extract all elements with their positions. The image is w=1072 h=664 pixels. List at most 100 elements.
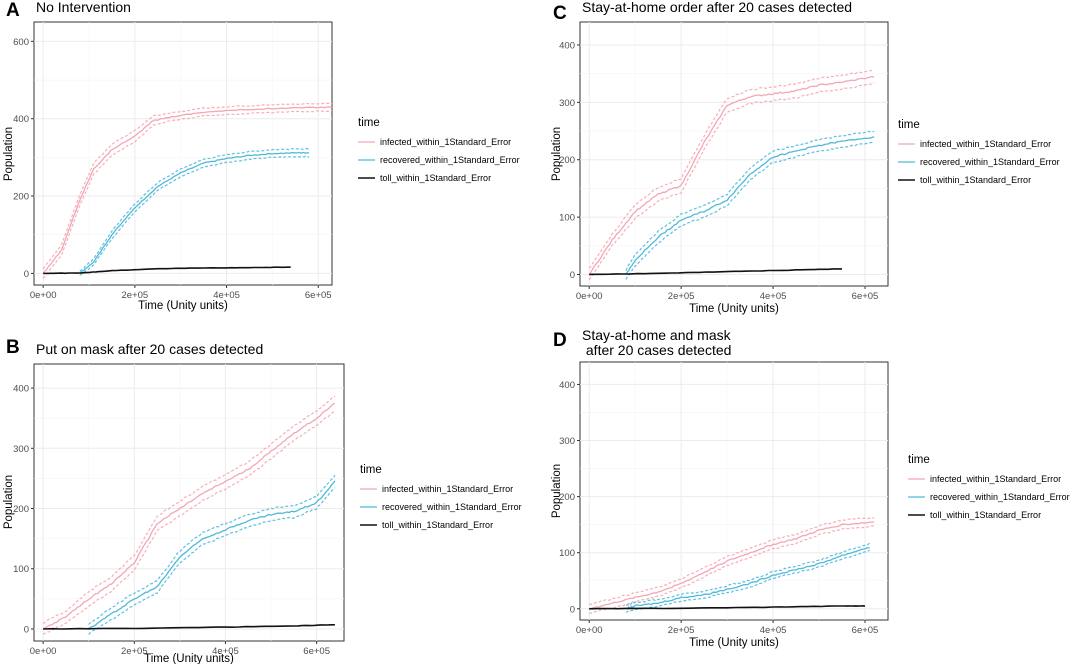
series-line-toll_within_1Standard_Error <box>589 268 842 276</box>
legend-label: infected_within_1Standard_Error <box>930 474 1061 484</box>
series-upper-se-line <box>79 147 310 272</box>
series-line-infected_within_1Standard_Error <box>588 75 875 276</box>
series-line-infected_within_1Standard_Error <box>42 106 333 275</box>
y-tick-label: 300 <box>13 444 29 455</box>
series-layer <box>589 517 875 614</box>
panel-c: C Stay-at-home order after 20 cases dete… <box>551 0 1060 315</box>
y-tick-label: 100 <box>559 548 575 559</box>
x-tick-label: 4e+05 <box>212 646 239 657</box>
legend-label: infected_within_1Standard_Error <box>920 139 1051 149</box>
series-lower-se-line <box>625 549 870 613</box>
panel-letter: D <box>553 330 567 351</box>
series-upper-se-line <box>589 517 875 605</box>
panel-a: A No Intervention 0e+00 2e+05 4e+05 6e+05 0 2… <box>3 0 520 312</box>
panel-title-line: after 20 cases detected <box>582 342 731 358</box>
legend-title: time <box>358 117 380 129</box>
y-tick-label: 400 <box>13 114 29 125</box>
series-lower-se-line <box>79 155 310 276</box>
legend-label: toll_within_1Standard_Error <box>382 520 493 530</box>
x-tick-label: 0e+00 <box>30 290 57 301</box>
series-upper-se-line <box>625 130 875 271</box>
series-upper-se-line <box>588 69 875 269</box>
y-tick-label: 300 <box>559 98 575 109</box>
y-tick-label: 200 <box>559 492 575 503</box>
legend-label: infected_within_1Standard_Error <box>382 484 513 494</box>
series-upper-se-line <box>625 542 870 606</box>
series-lower-se-line <box>625 141 875 280</box>
series-layer <box>42 102 333 279</box>
grid <box>580 362 888 620</box>
series-line-infected_within_1Standard_Error <box>589 521 875 610</box>
x-tick-label: 0e+00 <box>30 646 57 657</box>
y-tick-label: 0 <box>570 604 575 615</box>
legend-label: toll_within_1Standard_Error <box>380 173 491 183</box>
series-line-toll_within_1Standard_Error <box>43 624 335 630</box>
series-line-recovered_within_1Standard_Error <box>625 546 870 610</box>
series-layer <box>588 69 875 281</box>
x-axis-title: Time (Unity units) <box>689 637 779 649</box>
x-tick-label: 6e+05 <box>852 291 879 302</box>
series-lower-se-line <box>42 110 333 279</box>
y-tick-label: 200 <box>13 192 29 203</box>
x-tick-label: 6e+05 <box>852 625 879 636</box>
y-tick-label: 200 <box>559 155 575 166</box>
series-line-recovered_within_1Standard_Error <box>79 151 310 274</box>
tick-layer: 0e+00 2e+05 4e+05 6e+05 0 100 200 300 400 <box>559 380 878 636</box>
legend-label: recovered_within_1Standard_Error <box>920 157 1060 167</box>
panel-b: B Put on mask after 20 cases detected 0e… <box>3 337 522 664</box>
y-tick-label: 0 <box>570 270 575 281</box>
x-tick-label: 0e+00 <box>576 291 603 302</box>
legend-label: toll_within_1Standard_Error <box>930 510 1041 520</box>
x-axis-title: Time (Unity units) <box>144 653 234 664</box>
x-tick-label: 0e+00 <box>576 625 603 636</box>
x-tick-label: 4e+05 <box>213 290 240 301</box>
x-tick-label: 2e+05 <box>122 290 149 301</box>
x-axis-title: Time (Unity units) <box>689 303 779 315</box>
panel-d: D Stay-at-home and mask after 20 cases d… <box>551 327 1070 649</box>
series-lower-se-line <box>589 525 875 614</box>
y-tick-label: 300 <box>559 436 575 447</box>
legend-label: recovered_within_1Standard_Error <box>930 492 1070 502</box>
series-line-infected_within_1Standard_Error <box>42 402 336 630</box>
panel-title: Stay-at-home order after 20 cases detect… <box>582 0 852 15</box>
y-axis-title: Population <box>3 475 15 529</box>
grid <box>34 364 344 641</box>
y-axis-title: Population <box>551 464 563 518</box>
x-tick-label: 2e+05 <box>668 291 695 302</box>
legend-title: time <box>360 464 382 476</box>
legend: time infected_within_1Standard_Errorreco… <box>898 119 1060 185</box>
series-line-toll_within_1Standard_Error <box>43 266 291 275</box>
panel-title: Put on mask after 20 cases detected <box>36 341 263 357</box>
legend-label: toll_within_1Standard_Error <box>920 175 1031 185</box>
legend: time infected_within_1Standard_Errorreco… <box>908 454 1070 520</box>
series-layer <box>42 395 336 635</box>
y-tick-label: 400 <box>559 40 575 51</box>
y-tick-label: 400 <box>559 380 575 391</box>
panel-letter: A <box>6 0 20 21</box>
grid <box>580 22 888 286</box>
x-tick-label: 6e+05 <box>303 646 330 657</box>
x-tick-label: 4e+05 <box>760 291 787 302</box>
y-tick-label: 400 <box>13 384 29 395</box>
x-tick-label: 2e+05 <box>668 625 695 636</box>
y-tick-label: 0 <box>24 624 29 635</box>
panel-letter: C <box>553 3 567 24</box>
legend: time infected_within_1Standard_Errorreco… <box>358 117 520 183</box>
legend-label: infected_within_1Standard_Error <box>380 137 511 147</box>
series-line-recovered_within_1Standard_Error <box>88 480 336 629</box>
y-axis-title: Population <box>3 127 15 181</box>
series-line-toll_within_1Standard_Error <box>589 604 866 610</box>
series-line-recovered_within_1Standard_Error <box>625 136 875 275</box>
series-upper-se-line <box>88 474 336 625</box>
x-axis-title: Time (Unity units) <box>138 300 228 312</box>
panel-letter: B <box>6 337 20 358</box>
y-tick-label: 100 <box>13 564 29 575</box>
y-axis-title: Population <box>551 127 563 181</box>
y-tick-label: 600 <box>13 37 29 48</box>
panel-title: No Intervention <box>36 0 131 15</box>
x-tick-label: 6e+05 <box>305 290 332 301</box>
plot-area <box>579 361 889 621</box>
series-upper-se-line <box>42 395 336 625</box>
series-lower-se-line <box>88 487 336 635</box>
